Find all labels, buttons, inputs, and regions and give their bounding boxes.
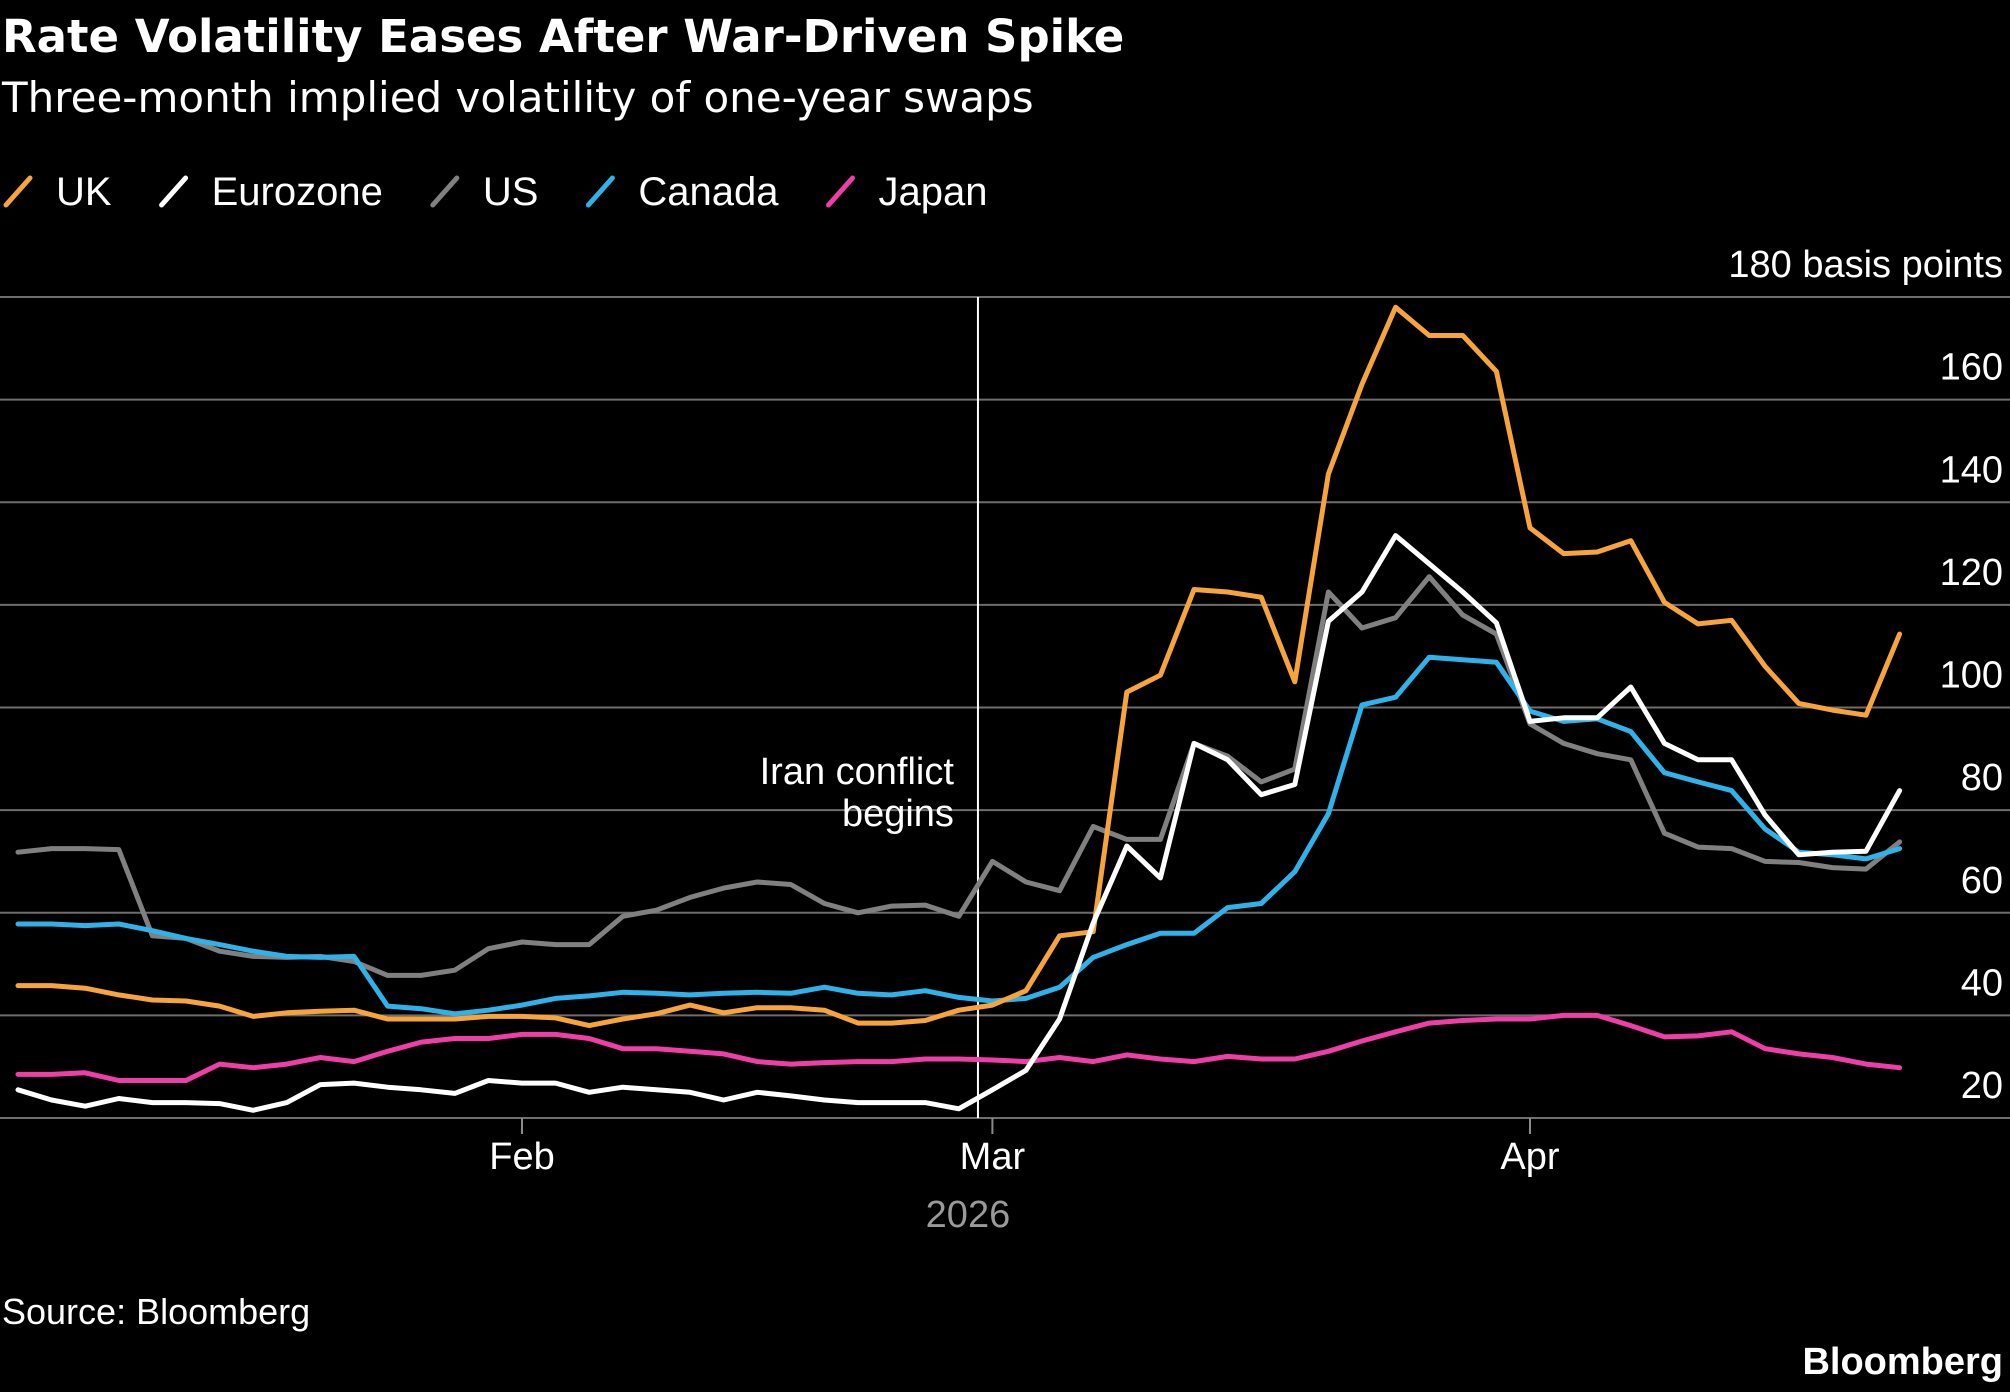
legend-label: Eurozone bbox=[212, 170, 383, 214]
legend-swatch bbox=[826, 175, 856, 208]
chart-subtitle: Three-month implied volatility of one-ye… bbox=[1, 73, 1034, 122]
series-line bbox=[15, 1012, 1903, 1083]
x-year-label: 2026 bbox=[926, 1194, 1011, 1236]
legend-label: US bbox=[483, 170, 539, 214]
x-tick-label: Feb bbox=[489, 1136, 554, 1178]
y-tick-label: 20 bbox=[1961, 1065, 2003, 1107]
legend-label: Canada bbox=[638, 170, 779, 214]
legend-label: UK bbox=[56, 170, 112, 214]
annotation-text: begins bbox=[842, 793, 954, 835]
annotation-text: Iran conflict bbox=[760, 751, 955, 793]
legend-swatch bbox=[3, 175, 33, 208]
y-tick-label: 180 basis points bbox=[1728, 244, 2003, 286]
x-tick-label: Apr bbox=[1500, 1136, 1559, 1178]
series-line bbox=[15, 533, 1903, 1113]
y-tick-label: 40 bbox=[1961, 962, 2003, 1004]
legend-swatch bbox=[585, 175, 615, 208]
brand: Bloomberg bbox=[1802, 1341, 2003, 1383]
series-line bbox=[15, 304, 1903, 1029]
series-line bbox=[15, 654, 1903, 1017]
y-tick-label: 160 bbox=[1940, 347, 2003, 389]
legend-swatch bbox=[159, 175, 189, 208]
y-tick-label: 120 bbox=[1940, 552, 2003, 594]
y-tick-label: 80 bbox=[1961, 757, 2003, 799]
y-tick-label: 100 bbox=[1940, 655, 2003, 697]
y-tick-label: 60 bbox=[1961, 860, 2003, 902]
legend-label: Japan bbox=[879, 170, 988, 214]
source: Source: Bloomberg bbox=[2, 1291, 310, 1332]
series-line bbox=[15, 574, 1903, 978]
legend-swatch bbox=[430, 175, 460, 208]
x-tick-label: Mar bbox=[960, 1136, 1026, 1178]
chart-title: Rate Volatility Eases After War-Driven S… bbox=[2, 10, 1124, 63]
y-tick-label: 140 bbox=[1940, 449, 2003, 491]
